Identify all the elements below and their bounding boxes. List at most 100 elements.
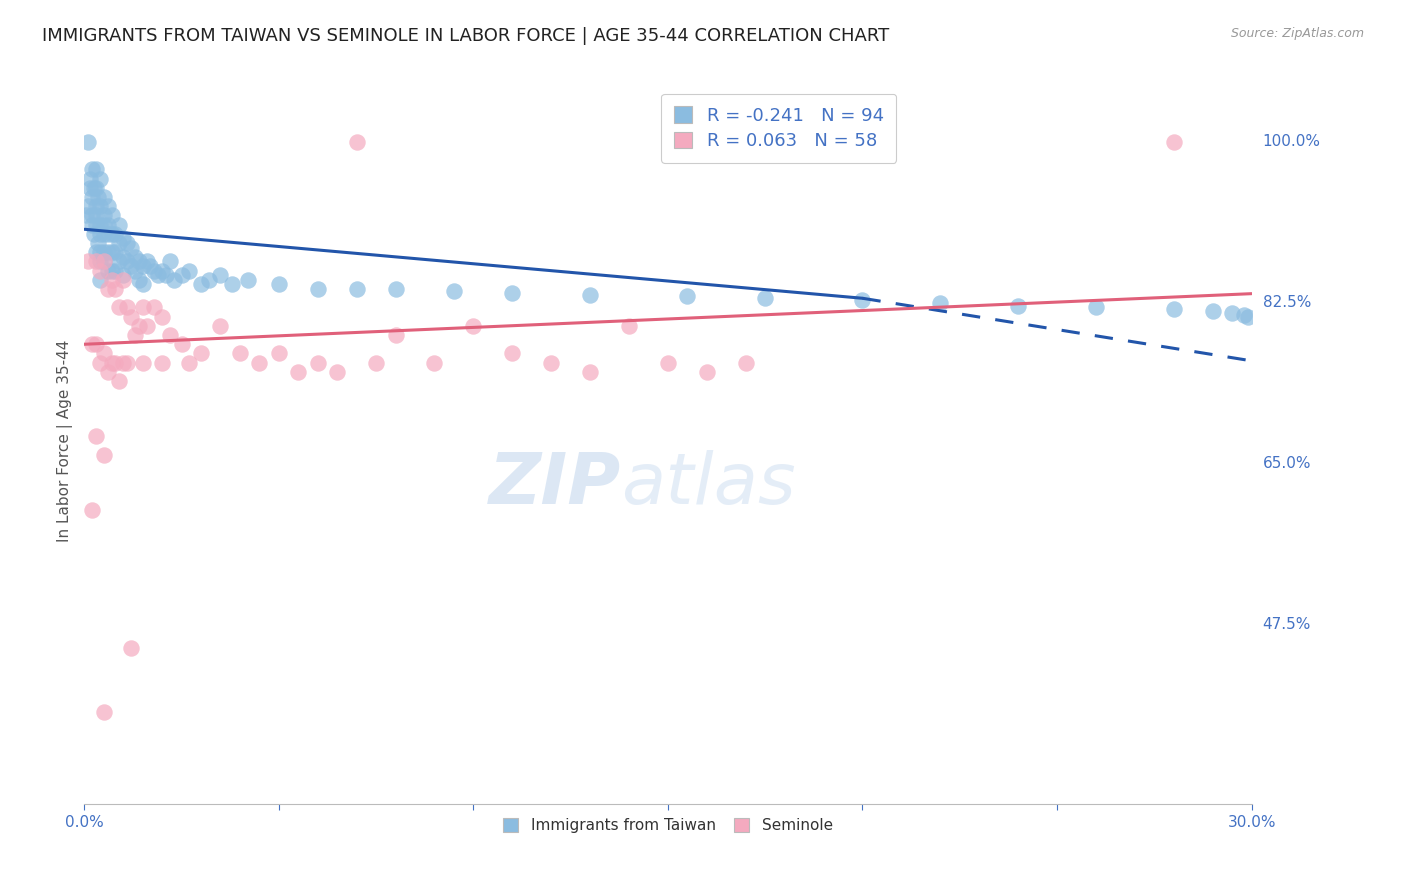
- Point: [89, 263, 111, 277]
- Point: [179, 356, 201, 370]
- Point: [89, 227, 111, 241]
- Point: [115, 235, 138, 250]
- Point: [77, 135, 100, 149]
- Point: [155, 268, 177, 283]
- Point: [75, 209, 97, 223]
- Point: [77, 199, 100, 213]
- Point: [93, 346, 115, 360]
- Point: [143, 263, 166, 277]
- Point: [108, 301, 131, 315]
- Point: [80, 503, 103, 517]
- Point: [150, 310, 173, 324]
- Point: [120, 640, 142, 655]
- Point: [1220, 306, 1243, 320]
- Point: [346, 135, 368, 149]
- Point: [1163, 302, 1185, 317]
- Point: [143, 301, 166, 315]
- Point: [696, 365, 718, 379]
- Point: [198, 273, 221, 287]
- Point: [112, 268, 135, 283]
- Point: [307, 356, 329, 370]
- Point: [209, 268, 232, 283]
- Point: [84, 209, 107, 223]
- Point: [1202, 304, 1225, 318]
- Point: [247, 356, 270, 370]
- Point: [108, 235, 131, 250]
- Point: [93, 706, 115, 720]
- Point: [80, 337, 103, 351]
- Point: [579, 365, 602, 379]
- Point: [135, 318, 157, 333]
- Point: [84, 429, 107, 443]
- Point: [423, 356, 446, 370]
- Point: [83, 227, 105, 241]
- Point: [1233, 308, 1256, 322]
- Point: [131, 356, 153, 370]
- Point: [93, 254, 115, 268]
- Point: [108, 374, 131, 388]
- Point: [100, 273, 122, 287]
- Point: [170, 337, 193, 351]
- Point: [676, 289, 699, 303]
- Point: [346, 282, 368, 296]
- Point: [307, 282, 329, 296]
- Point: [115, 356, 138, 370]
- Point: [84, 337, 107, 351]
- Point: [84, 162, 107, 177]
- Point: [93, 245, 115, 260]
- Point: [80, 162, 103, 177]
- Point: [124, 263, 146, 277]
- Point: [97, 245, 120, 260]
- Point: [97, 199, 120, 213]
- Point: [84, 199, 107, 213]
- Point: [229, 346, 252, 360]
- Point: [179, 263, 201, 277]
- Text: IMMIGRANTS FROM TAIWAN VS SEMINOLE IN LABOR FORCE | AGE 35-44 CORRELATION CHART: IMMIGRANTS FROM TAIWAN VS SEMINOLE IN LA…: [42, 27, 890, 45]
- Point: [97, 282, 120, 296]
- Point: [115, 254, 138, 268]
- Point: [100, 263, 122, 277]
- Point: [236, 273, 259, 287]
- Point: [734, 356, 756, 370]
- Point: [93, 448, 115, 462]
- Point: [366, 356, 388, 370]
- Point: [579, 287, 602, 301]
- Point: [89, 273, 111, 287]
- Point: [108, 218, 131, 232]
- Point: [124, 328, 146, 343]
- Point: [100, 209, 122, 223]
- Point: [120, 259, 142, 273]
- Text: 47.5%: 47.5%: [1263, 617, 1310, 632]
- Point: [929, 296, 952, 310]
- Point: [463, 318, 485, 333]
- Text: 65.0%: 65.0%: [1263, 457, 1312, 471]
- Point: [120, 310, 142, 324]
- Point: [89, 199, 111, 213]
- Point: [84, 254, 107, 268]
- Point: [221, 277, 243, 292]
- Point: [128, 273, 150, 287]
- Point: [754, 291, 776, 305]
- Point: [131, 277, 153, 292]
- Point: [131, 301, 153, 315]
- Point: [1163, 135, 1185, 149]
- Point: [79, 171, 101, 186]
- Point: [83, 181, 105, 195]
- Point: [443, 284, 465, 298]
- Point: [209, 318, 232, 333]
- Point: [267, 346, 290, 360]
- Legend: Immigrants from Taiwan, Seminole: Immigrants from Taiwan, Seminole: [492, 807, 844, 844]
- Point: [80, 209, 103, 223]
- Point: [120, 241, 142, 255]
- Point: [89, 254, 111, 268]
- Point: [77, 254, 100, 268]
- Point: [89, 245, 111, 260]
- Point: [100, 227, 122, 241]
- Point: [851, 293, 873, 307]
- Point: [112, 273, 135, 287]
- Point: [148, 268, 170, 283]
- Point: [93, 190, 115, 204]
- Point: [384, 328, 406, 343]
- Point: [112, 231, 135, 245]
- Point: [97, 218, 120, 232]
